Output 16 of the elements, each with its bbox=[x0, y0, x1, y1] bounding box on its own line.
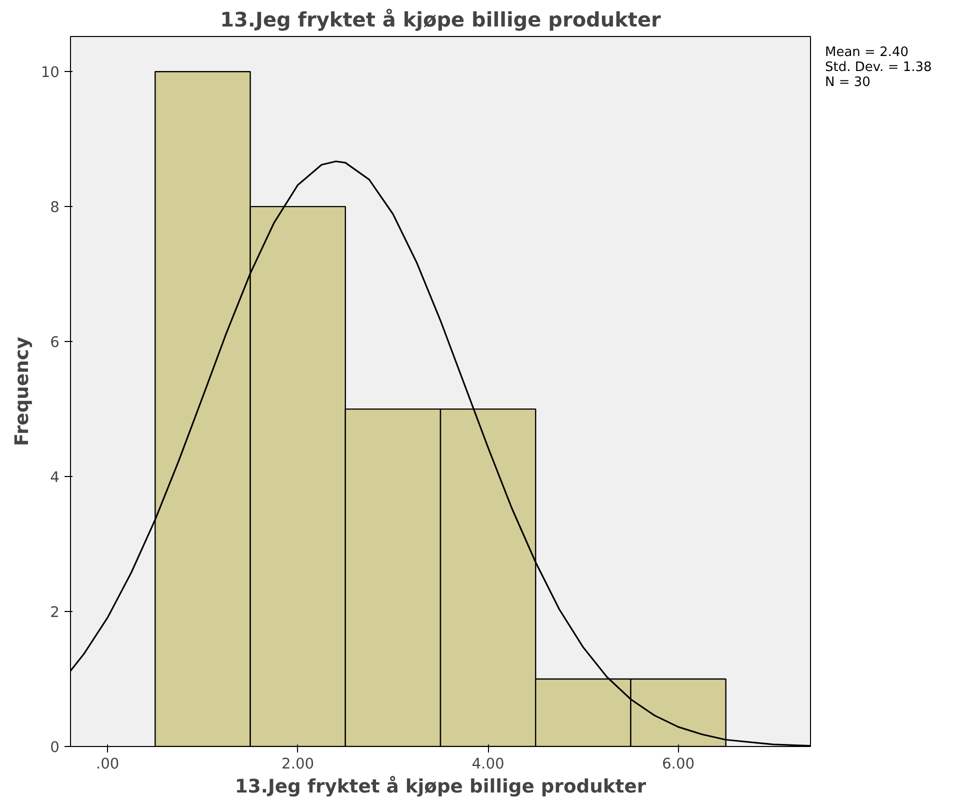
y-tick-label: 4 bbox=[50, 469, 60, 486]
y-tick-label: 2 bbox=[50, 604, 60, 622]
chart-title: 13.Jeg fryktet å kjøpe billige produkter bbox=[220, 8, 662, 32]
y-tick-label: 6 bbox=[50, 334, 60, 352]
text: N = 30 bbox=[825, 75, 872, 90]
x-tick-label: 6.00 bbox=[662, 756, 695, 772]
x-tick-label: 4.00 bbox=[472, 756, 504, 772]
y-axis-title: Frequency bbox=[12, 336, 33, 446]
x-axis-title: 13.Jeg fryktet å kjøpe billige produkter bbox=[234, 776, 647, 798]
x-tick-label: 2.00 bbox=[282, 756, 314, 772]
text: Mean = 2.40 bbox=[825, 45, 910, 60]
y-tick-label: 0 bbox=[50, 739, 60, 756]
text: Std. Dev. = 1.38 bbox=[825, 60, 932, 75]
y-tick-label: 10 bbox=[40, 64, 60, 82]
x-tick-label: .00 bbox=[96, 756, 120, 772]
y-tick-label: 8 bbox=[50, 199, 60, 216]
